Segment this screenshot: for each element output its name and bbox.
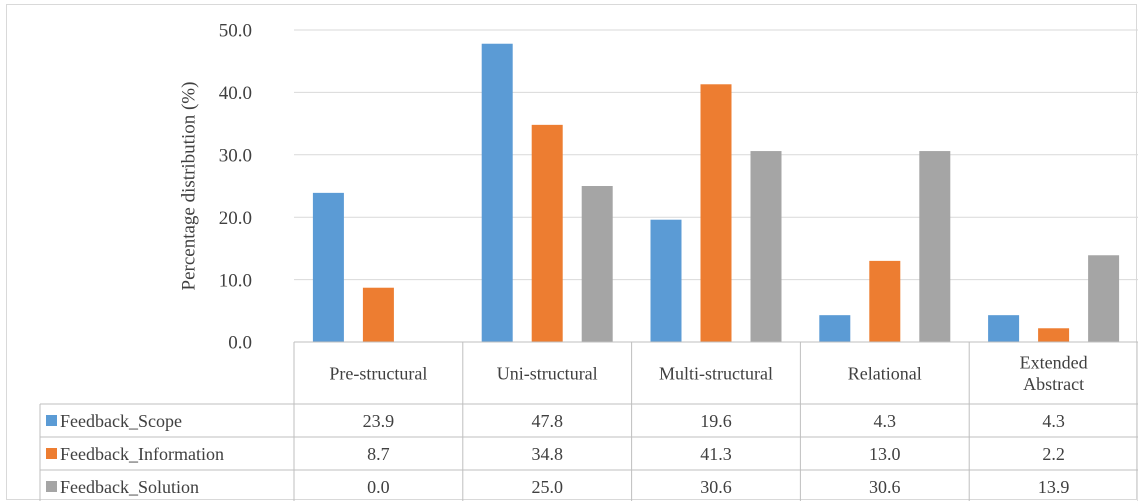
legend-label: Feedback_Solution [60, 477, 199, 497]
category-label: Extended Abstract [1020, 353, 1088, 395]
legend-key-feedback-scope [46, 415, 57, 426]
data-table-value: 41.3 [700, 444, 732, 464]
data-table-value: 47.8 [531, 411, 563, 431]
data-table-value: 8.7 [367, 444, 390, 464]
bar-chart: 0.0 10.0 20.0 30.0 40.0 50.0 Pre-structural Un… [39, 21, 1138, 501]
bar-feedback-scope-1 [481, 43, 513, 343]
data-table-value: 19.6 [700, 411, 732, 431]
y-tick-label: 30.0 [219, 145, 252, 166]
y-tick-label: 40.0 [219, 83, 252, 104]
data-table-value: 30.6 [700, 477, 732, 497]
data-table-value: 13.9 [1038, 477, 1070, 497]
category-label: Pre-structural [329, 363, 427, 383]
category-label: Uni-structural [497, 363, 598, 383]
chart-frame: 0.0 10.0 20.0 30.0 40.0 50.0 Pre-structural Un… [6, 4, 1138, 501]
data-table-value: 2.2 [1042, 444, 1065, 464]
bar-feedback-solution-4 [1088, 255, 1120, 342]
bar-feedback-solution-1 [581, 186, 613, 342]
bar-feedback-information-2 [700, 84, 732, 343]
bar-feedback-information-0 [362, 287, 394, 342]
y-tick-label: 10.0 [219, 270, 252, 291]
bar-feedback-solution-2 [750, 151, 782, 342]
legend-key-feedback-information [46, 448, 57, 459]
bar-feedback-scope-3 [819, 315, 851, 342]
category-label: Relational [848, 363, 922, 383]
bar-feedback-solution-3 [919, 151, 951, 342]
category-label: Multi-structural [659, 363, 773, 383]
legend-key-feedback-solution [46, 481, 57, 492]
y-axis-label: Percentage distribution (%) [179, 82, 200, 291]
y-tick-label: 0.0 [228, 333, 252, 354]
data-table-value: 25.0 [531, 477, 563, 497]
data-table-value: 4.3 [1042, 411, 1065, 431]
bar-feedback-information-4 [1038, 328, 1070, 342]
data-table-value: 4.3 [874, 411, 897, 431]
data-table-value: 23.9 [363, 411, 395, 431]
data-table-value: 13.0 [869, 444, 901, 464]
bar-feedback-scope-4 [988, 315, 1020, 342]
bar-feedback-scope-2 [650, 219, 682, 342]
y-tick-label: 20.0 [219, 208, 252, 229]
data-table-value: 34.8 [531, 444, 563, 464]
data-table-value: 0.0 [367, 477, 390, 497]
bar-feedback-information-3 [869, 260, 901, 342]
y-tick-label: 50.0 [219, 21, 252, 42]
bar-feedback-information-1 [531, 124, 563, 343]
legend-label: Feedback_Information [60, 444, 224, 464]
legend-label: Feedback_Scope [60, 411, 182, 431]
bar-feedback-scope-0 [312, 192, 344, 342]
data-table-value: 30.6 [869, 477, 901, 497]
